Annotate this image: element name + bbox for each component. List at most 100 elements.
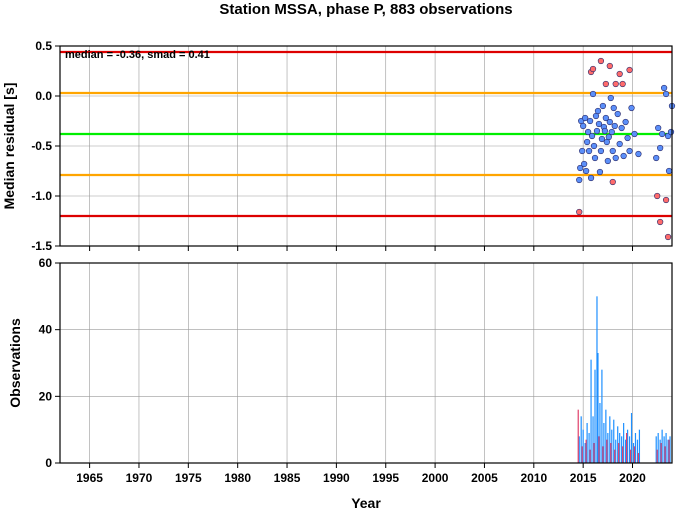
residual-point-0-9 (584, 128, 592, 136)
observation-bar-0-6 (590, 359, 592, 463)
residual-point-0-39 (616, 140, 623, 148)
x-tick-label-2020: 2020 (619, 471, 646, 485)
observations-ytick-label-3: 60 (39, 256, 53, 270)
chart-title: Station MSSA, phase P, 883 observations (219, 1, 512, 18)
observations-plot-frame (59, 262, 673, 464)
observation-bar-1-9 (614, 449, 616, 463)
residual-point-1-0 (576, 208, 583, 216)
observation-bar-0-2 (582, 429, 584, 463)
observation-bar-1-1 (581, 446, 583, 463)
observation-bar-0-37 (665, 433, 667, 463)
residual-point-0-1 (577, 164, 584, 172)
residual-point-1-5 (606, 62, 613, 70)
observation-bar-0-15 (607, 433, 609, 463)
residual-point-0-5 (581, 160, 588, 168)
residual-point-1-2 (589, 65, 597, 73)
observation-bar-0-38 (667, 439, 669, 463)
year-x-ticks: 1965 1970 1975 1980 1985 1990 1995 2000 2005 2010… (76, 246, 646, 485)
observation-bar-0-3 (584, 443, 586, 463)
residual-point-0-35 (610, 104, 617, 112)
residual-point-0-44 (626, 147, 633, 155)
observation-bar-0-25 (626, 429, 629, 463)
residual-point-0-27 (602, 114, 609, 122)
x-tick-label-2005: 2005 (471, 471, 498, 485)
x-tick-label-1975: 1975 (175, 471, 202, 485)
residual-point-0-8 (584, 138, 591, 146)
observation-bar-0-5 (588, 433, 590, 463)
observations-bars (577, 296, 671, 463)
x-tick-label-2015: 2015 (570, 471, 597, 485)
observation-bar-0-24 (625, 439, 627, 463)
observation-bar-0-33 (657, 433, 659, 463)
residual-point-0-3 (579, 147, 586, 155)
residual-point-0-52 (661, 84, 668, 92)
observation-bar-0-23 (623, 423, 625, 463)
residual-reference-lines (60, 50, 672, 218)
observations-ytick-label-1: 20 (39, 389, 53, 403)
observations-ytick-label-0: 0 (45, 456, 52, 470)
x-tick-label-1980: 1980 (224, 471, 251, 485)
residual-point-1-13 (662, 196, 670, 204)
residual-ytick-label-3: -1.0 (31, 189, 52, 203)
residual-point-0-11 (586, 117, 594, 125)
residual-point-0-48 (653, 154, 660, 162)
observation-bar-0-26 (628, 436, 631, 463)
residual-ytick-label-4: -1.5 (31, 239, 52, 253)
observation-bar-0-39 (669, 436, 671, 463)
observation-bar-0-27 (630, 413, 633, 463)
observation-bar-0-18 (613, 419, 615, 463)
observation-bar-0-1 (580, 416, 582, 463)
residual-point-1-14 (664, 233, 672, 241)
x-tick-label-1990: 1990 (323, 471, 350, 485)
x-tick-label-1985: 1985 (274, 471, 301, 485)
observation-bar-0-30 (636, 439, 639, 463)
residual-point-0-19 (594, 107, 602, 115)
residual-point-0-18 (593, 127, 601, 135)
residual-point-0-55 (665, 167, 673, 175)
observation-bar-1-0 (577, 409, 579, 463)
observation-bar-0-9 (596, 296, 598, 463)
residual-point-0-31 (606, 118, 613, 126)
observation-bar-1-10 (618, 443, 620, 463)
observation-bar-1-19 (668, 439, 670, 463)
observation-bar-0-28 (632, 443, 635, 463)
residual-point-0-56 (667, 128, 675, 136)
x-tick-label-2010: 2010 (520, 471, 547, 485)
observation-bar-1-16 (656, 449, 658, 463)
observation-bar-0-10 (597, 353, 599, 463)
observation-bar-0-31 (638, 429, 641, 463)
observation-bar-0-32 (655, 436, 657, 463)
residual-point-0-21 (596, 168, 604, 176)
residual-y-axis-label: Median residual [s] (1, 83, 17, 210)
observation-bar-0-35 (661, 429, 663, 463)
residual-point-0-49 (655, 124, 662, 132)
residual-y-ticks: 0.5 0.0 -0.5 -1.0 -1.5 (31, 39, 60, 253)
residual-point-1-7 (612, 80, 619, 88)
residual-point-0-29 (604, 157, 611, 165)
residual-point-1-4 (602, 80, 609, 88)
residual-point-0-4 (580, 122, 587, 130)
residual-point-0-32 (607, 94, 614, 102)
observation-bar-1-8 (610, 443, 612, 463)
observation-bar-1-5 (598, 436, 600, 463)
residual-point-0-50 (657, 144, 664, 152)
observation-bar-0-22 (621, 436, 623, 463)
residual-point-1-10 (626, 66, 633, 74)
observation-bar-0-13 (603, 423, 605, 463)
observations-grid (60, 262, 672, 464)
observation-bar-1-7 (606, 439, 608, 463)
residual-point-0-53 (662, 90, 670, 98)
observation-bar-0-21 (619, 433, 621, 463)
residual-point-0-23 (598, 135, 606, 143)
observations-y-ticks: 0 20 40 60 (39, 256, 60, 470)
observations-ytick-label-2: 40 (39, 323, 53, 337)
observation-bar-1-4 (593, 443, 595, 463)
observation-bar-0-34 (659, 439, 661, 463)
residual-ytick-label-2: -0.5 (31, 139, 52, 153)
residual-point-0-12 (587, 174, 595, 182)
x-tick-label-1965: 1965 (76, 471, 103, 485)
observation-bar-1-11 (622, 446, 624, 463)
observations-y-axis-label: Observations (7, 318, 23, 408)
residual-point-0-10 (585, 147, 593, 155)
